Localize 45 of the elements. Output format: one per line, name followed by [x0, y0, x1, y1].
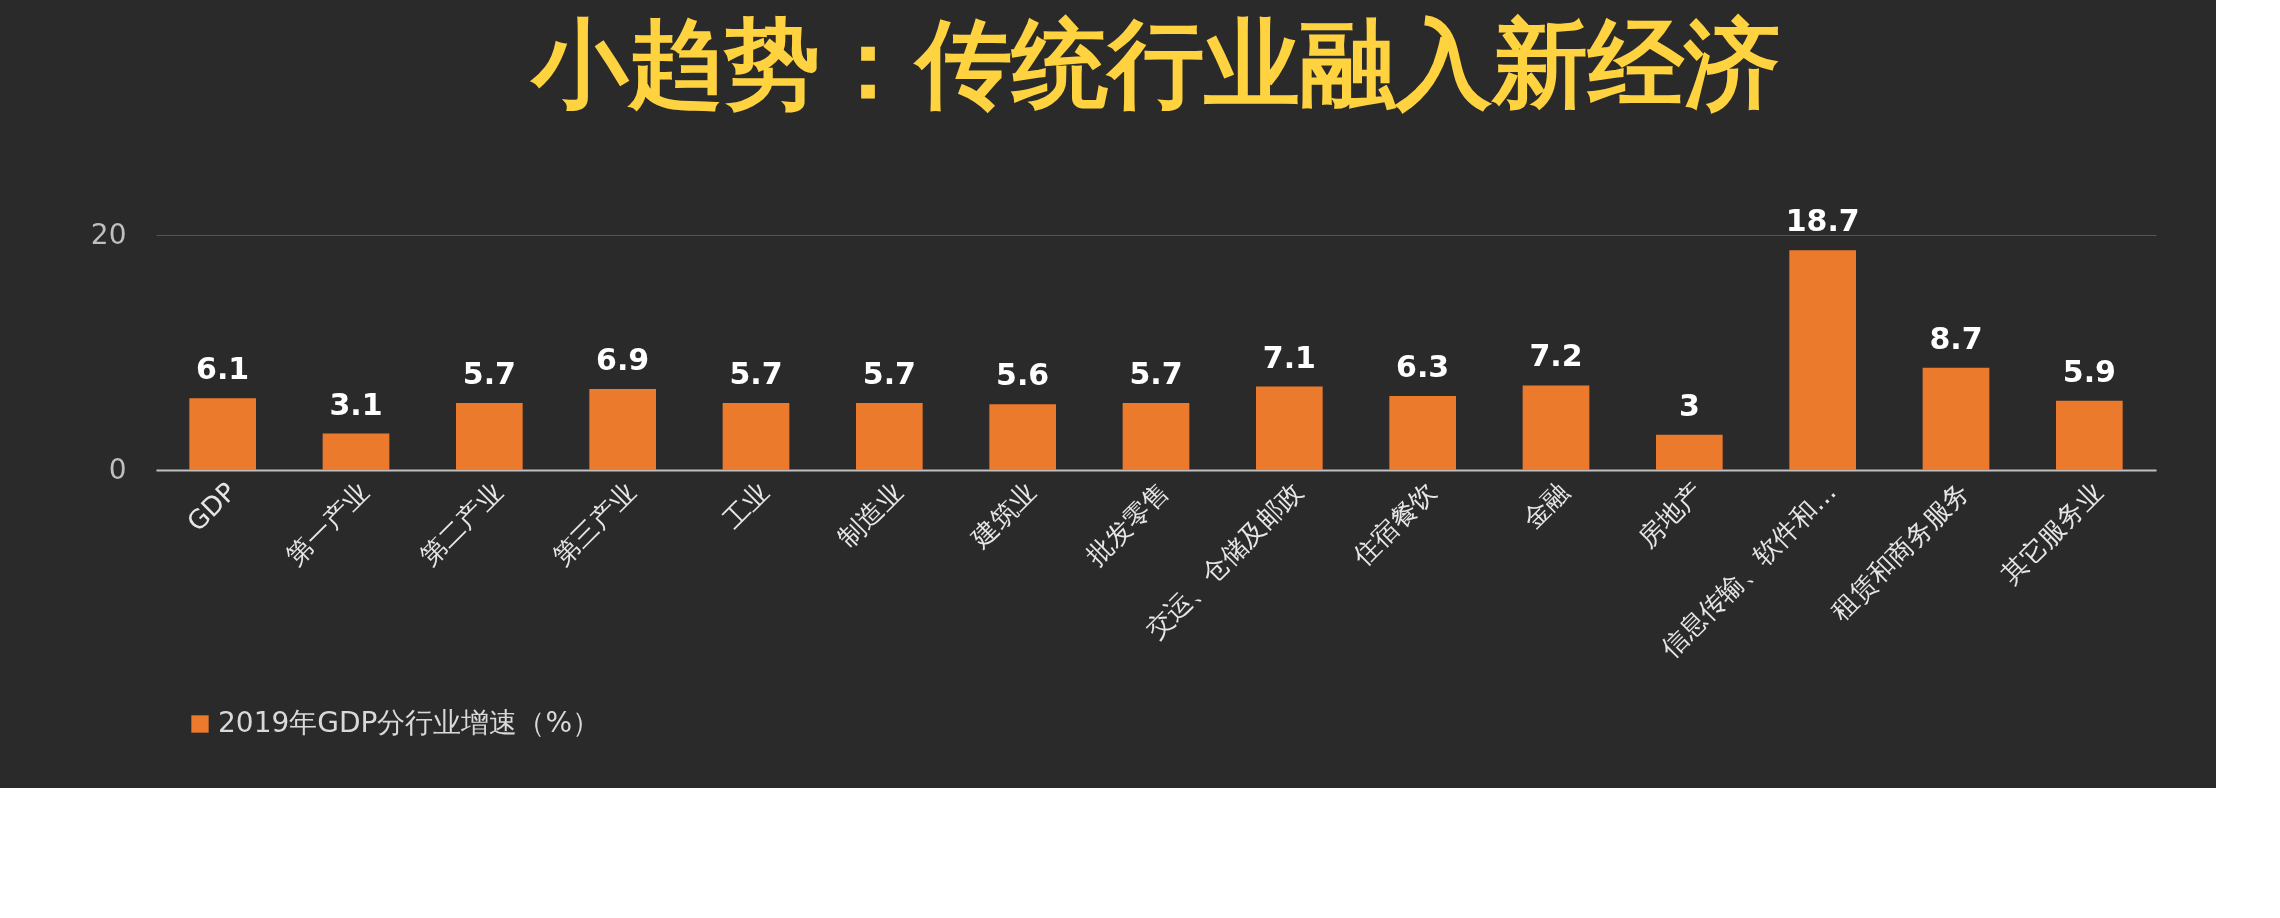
bar: [189, 398, 256, 470]
data-label: 5.7: [862, 356, 916, 392]
data-label: 5.9: [2062, 353, 2116, 389]
bar: [1656, 434, 1723, 470]
chart-title: 小趋势：传统行业融入新经济: [529, 8, 1780, 121]
data-label: 7.1: [1262, 339, 1316, 375]
data-label: 6.1: [196, 351, 250, 387]
x-tick-label: 金融: [1517, 476, 1576, 535]
data-label: 6.3: [1396, 348, 1450, 384]
x-tick-label: 第二产业: [413, 476, 509, 572]
legend-label: 2019年GDP分行业增速（%）: [218, 706, 601, 739]
bar: [1922, 367, 1990, 470]
data-label: 7.2: [1529, 338, 1583, 374]
bar: [989, 404, 1056, 470]
bar: [1389, 395, 1456, 470]
bar: [1522, 385, 1590, 470]
x-tick-label: 房地产: [1632, 476, 1709, 553]
bar: [589, 388, 656, 470]
data-label: 18.7: [1785, 203, 1860, 239]
x-tick-label: 制造业: [832, 476, 909, 553]
x-tick-label: 第三产业: [547, 476, 642, 572]
data-label: 8.7: [1929, 320, 1983, 356]
bar: [1789, 250, 1856, 470]
data-label: 3: [1678, 387, 1700, 423]
x-tick-label: 批发零售: [1080, 476, 1176, 572]
y-tick-label: 20: [90, 217, 127, 251]
bar: [856, 403, 923, 470]
x-tick-label: 建筑业: [964, 476, 1042, 554]
data-label: 5.7: [1129, 356, 1183, 392]
x-tick-label: 工业: [717, 476, 776, 535]
bar: [1122, 403, 1190, 470]
data-label: 5.7: [462, 356, 516, 392]
bar: [722, 403, 790, 470]
bar: [456, 403, 523, 470]
y-tick-label: 0: [108, 452, 127, 486]
data-label: 3.1: [329, 386, 383, 422]
bar: [322, 433, 390, 470]
x-tick-label: 住宿餐饮: [1346, 476, 1442, 572]
bar: [2056, 400, 2123, 470]
data-label: 6.9: [596, 341, 650, 377]
x-tick-label: 第一产业: [280, 476, 376, 572]
data-label: 5.6: [996, 357, 1050, 393]
data-label: 5.7: [729, 356, 783, 392]
x-tick-label: 其它服务业: [1995, 476, 2109, 590]
bar: [1256, 386, 1323, 470]
